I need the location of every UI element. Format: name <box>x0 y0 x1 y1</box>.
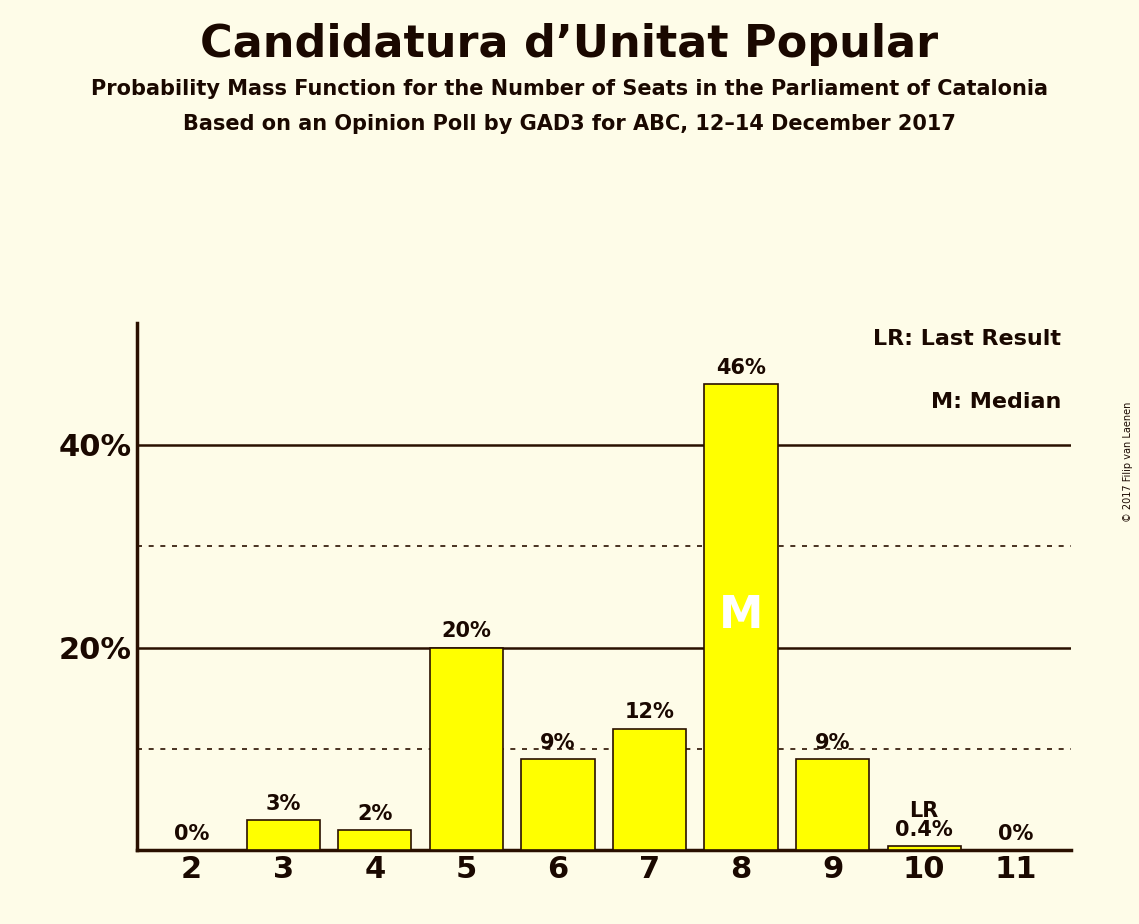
Text: 2%: 2% <box>357 804 393 824</box>
Bar <box>704 384 778 850</box>
Text: 3%: 3% <box>265 794 301 814</box>
Text: 9%: 9% <box>540 733 575 753</box>
Text: 0%: 0% <box>174 824 210 844</box>
Text: 46%: 46% <box>716 359 765 378</box>
Bar <box>246 820 320 850</box>
Text: © 2017 Filip van Laenen: © 2017 Filip van Laenen <box>1123 402 1133 522</box>
Bar <box>429 648 503 850</box>
Text: 12%: 12% <box>624 702 674 723</box>
Text: Candidatura d’Unitat Popular: Candidatura d’Unitat Popular <box>200 23 939 67</box>
Text: M: Median: M: Median <box>931 392 1062 412</box>
Text: 0.4%: 0.4% <box>895 820 953 840</box>
Bar <box>796 759 869 850</box>
Text: M: M <box>719 594 763 638</box>
Bar <box>522 759 595 850</box>
Text: 0%: 0% <box>998 824 1033 844</box>
Text: 20%: 20% <box>442 622 491 641</box>
Text: LR: Last Result: LR: Last Result <box>874 329 1062 348</box>
Bar <box>887 846 961 850</box>
Text: Based on an Opinion Poll by GAD3 for ABC, 12–14 December 2017: Based on an Opinion Poll by GAD3 for ABC… <box>183 114 956 134</box>
Text: Probability Mass Function for the Number of Seats in the Parliament of Catalonia: Probability Mass Function for the Number… <box>91 79 1048 99</box>
Bar <box>613 728 686 850</box>
Bar <box>338 830 411 850</box>
Text: 9%: 9% <box>814 733 851 753</box>
Text: LR: LR <box>910 801 939 821</box>
